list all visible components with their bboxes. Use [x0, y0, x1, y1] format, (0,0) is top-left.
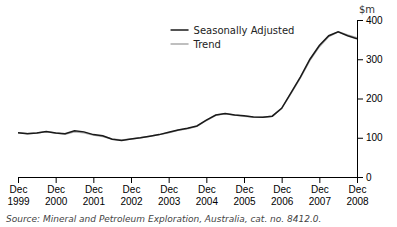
series-line [18, 32, 357, 140]
x-tick: Dec2000 [45, 177, 68, 207]
x-tick-label: Dec2002 [120, 184, 143, 207]
x-tick-label: Dec1999 [7, 184, 30, 207]
x-tick-mark [131, 177, 132, 183]
legend-label: Seasonally Adjusted [194, 25, 295, 36]
legend-swatch [171, 29, 189, 31]
legend-swatch [171, 43, 189, 45]
x-tick-label: Dec2003 [158, 184, 181, 207]
lines [18, 32, 357, 141]
x-tick-label: Dec2000 [45, 184, 68, 207]
legend-item: Seasonally Adjusted [171, 25, 295, 36]
x-tick-label: Dec2001 [83, 184, 106, 207]
y-axis-line [358, 21, 364, 178]
x-tick: Dec2006 [271, 177, 294, 207]
x-tick-label: Dec2005 [233, 184, 256, 207]
x-tick-mark [206, 177, 207, 183]
y-label: $m [359, 4, 375, 15]
x-tick-mark [56, 177, 57, 183]
x-tick: Dec2002 [120, 177, 143, 207]
plot: Dec1999 Dec2000 Dec2001 Dec2002 Dec2003 Dec20… [7, 4, 383, 207]
y-tick-mark [357, 99, 363, 100]
y-tick: 400 [357, 15, 383, 26]
y-tick: 200 [357, 93, 383, 104]
chart: Dec1999 Dec2000 Dec2001 Dec2002 Dec2003 Dec20… [0, 0, 397, 227]
x-tick-label: Dec2006 [271, 184, 294, 207]
x-axis: Dec1999 Dec2000 Dec2001 Dec2002 Dec2003 Dec20… [7, 177, 369, 207]
x-tick-mark [282, 177, 283, 183]
y-tick-label: 100 [366, 132, 383, 143]
x-tick-mark [244, 177, 245, 183]
y-tick-mark [357, 59, 363, 60]
x-tick: Dec2004 [196, 177, 219, 207]
x-tick: Dec2003 [158, 177, 181, 207]
series-line [18, 32, 357, 141]
x-tick: Dec2001 [83, 177, 106, 207]
y-tick-label: 200 [366, 93, 383, 104]
x-tick: Dec2005 [233, 177, 256, 207]
y-tick-label: 400 [366, 15, 383, 26]
y-tick: 0 [357, 172, 372, 183]
x-tick-mark [319, 177, 320, 183]
y-tick-label: 300 [366, 54, 383, 65]
y-tick-mark [357, 20, 363, 21]
x-tick-label: Dec2007 [309, 184, 332, 207]
x-tick-label: Dec2008 [346, 184, 369, 207]
x-tick-label: Dec2004 [196, 184, 219, 207]
x-tick: Dec2007 [309, 177, 332, 207]
y-tick: 300 [357, 54, 383, 65]
y-tick-mark [357, 138, 363, 139]
legend: Seasonally Adjusted Trend [171, 25, 295, 50]
x-tick-mark [93, 177, 94, 183]
y-tick-mark [357, 177, 363, 178]
y-tick: 100 [357, 132, 383, 143]
x-tick-mark [18, 177, 19, 183]
x-axis-line [19, 178, 358, 184]
y-tick-label: 0 [366, 172, 372, 183]
legend-label: Trend [193, 39, 221, 50]
y-axis: 0 100 200 300 400 [357, 15, 383, 183]
x-tick-mark [169, 177, 170, 183]
x-tick: Dec1999 [7, 177, 30, 207]
legend-item: Trend [171, 39, 221, 50]
source-note: Source: Mineral and Petroleum Exploratio… [6, 214, 321, 224]
